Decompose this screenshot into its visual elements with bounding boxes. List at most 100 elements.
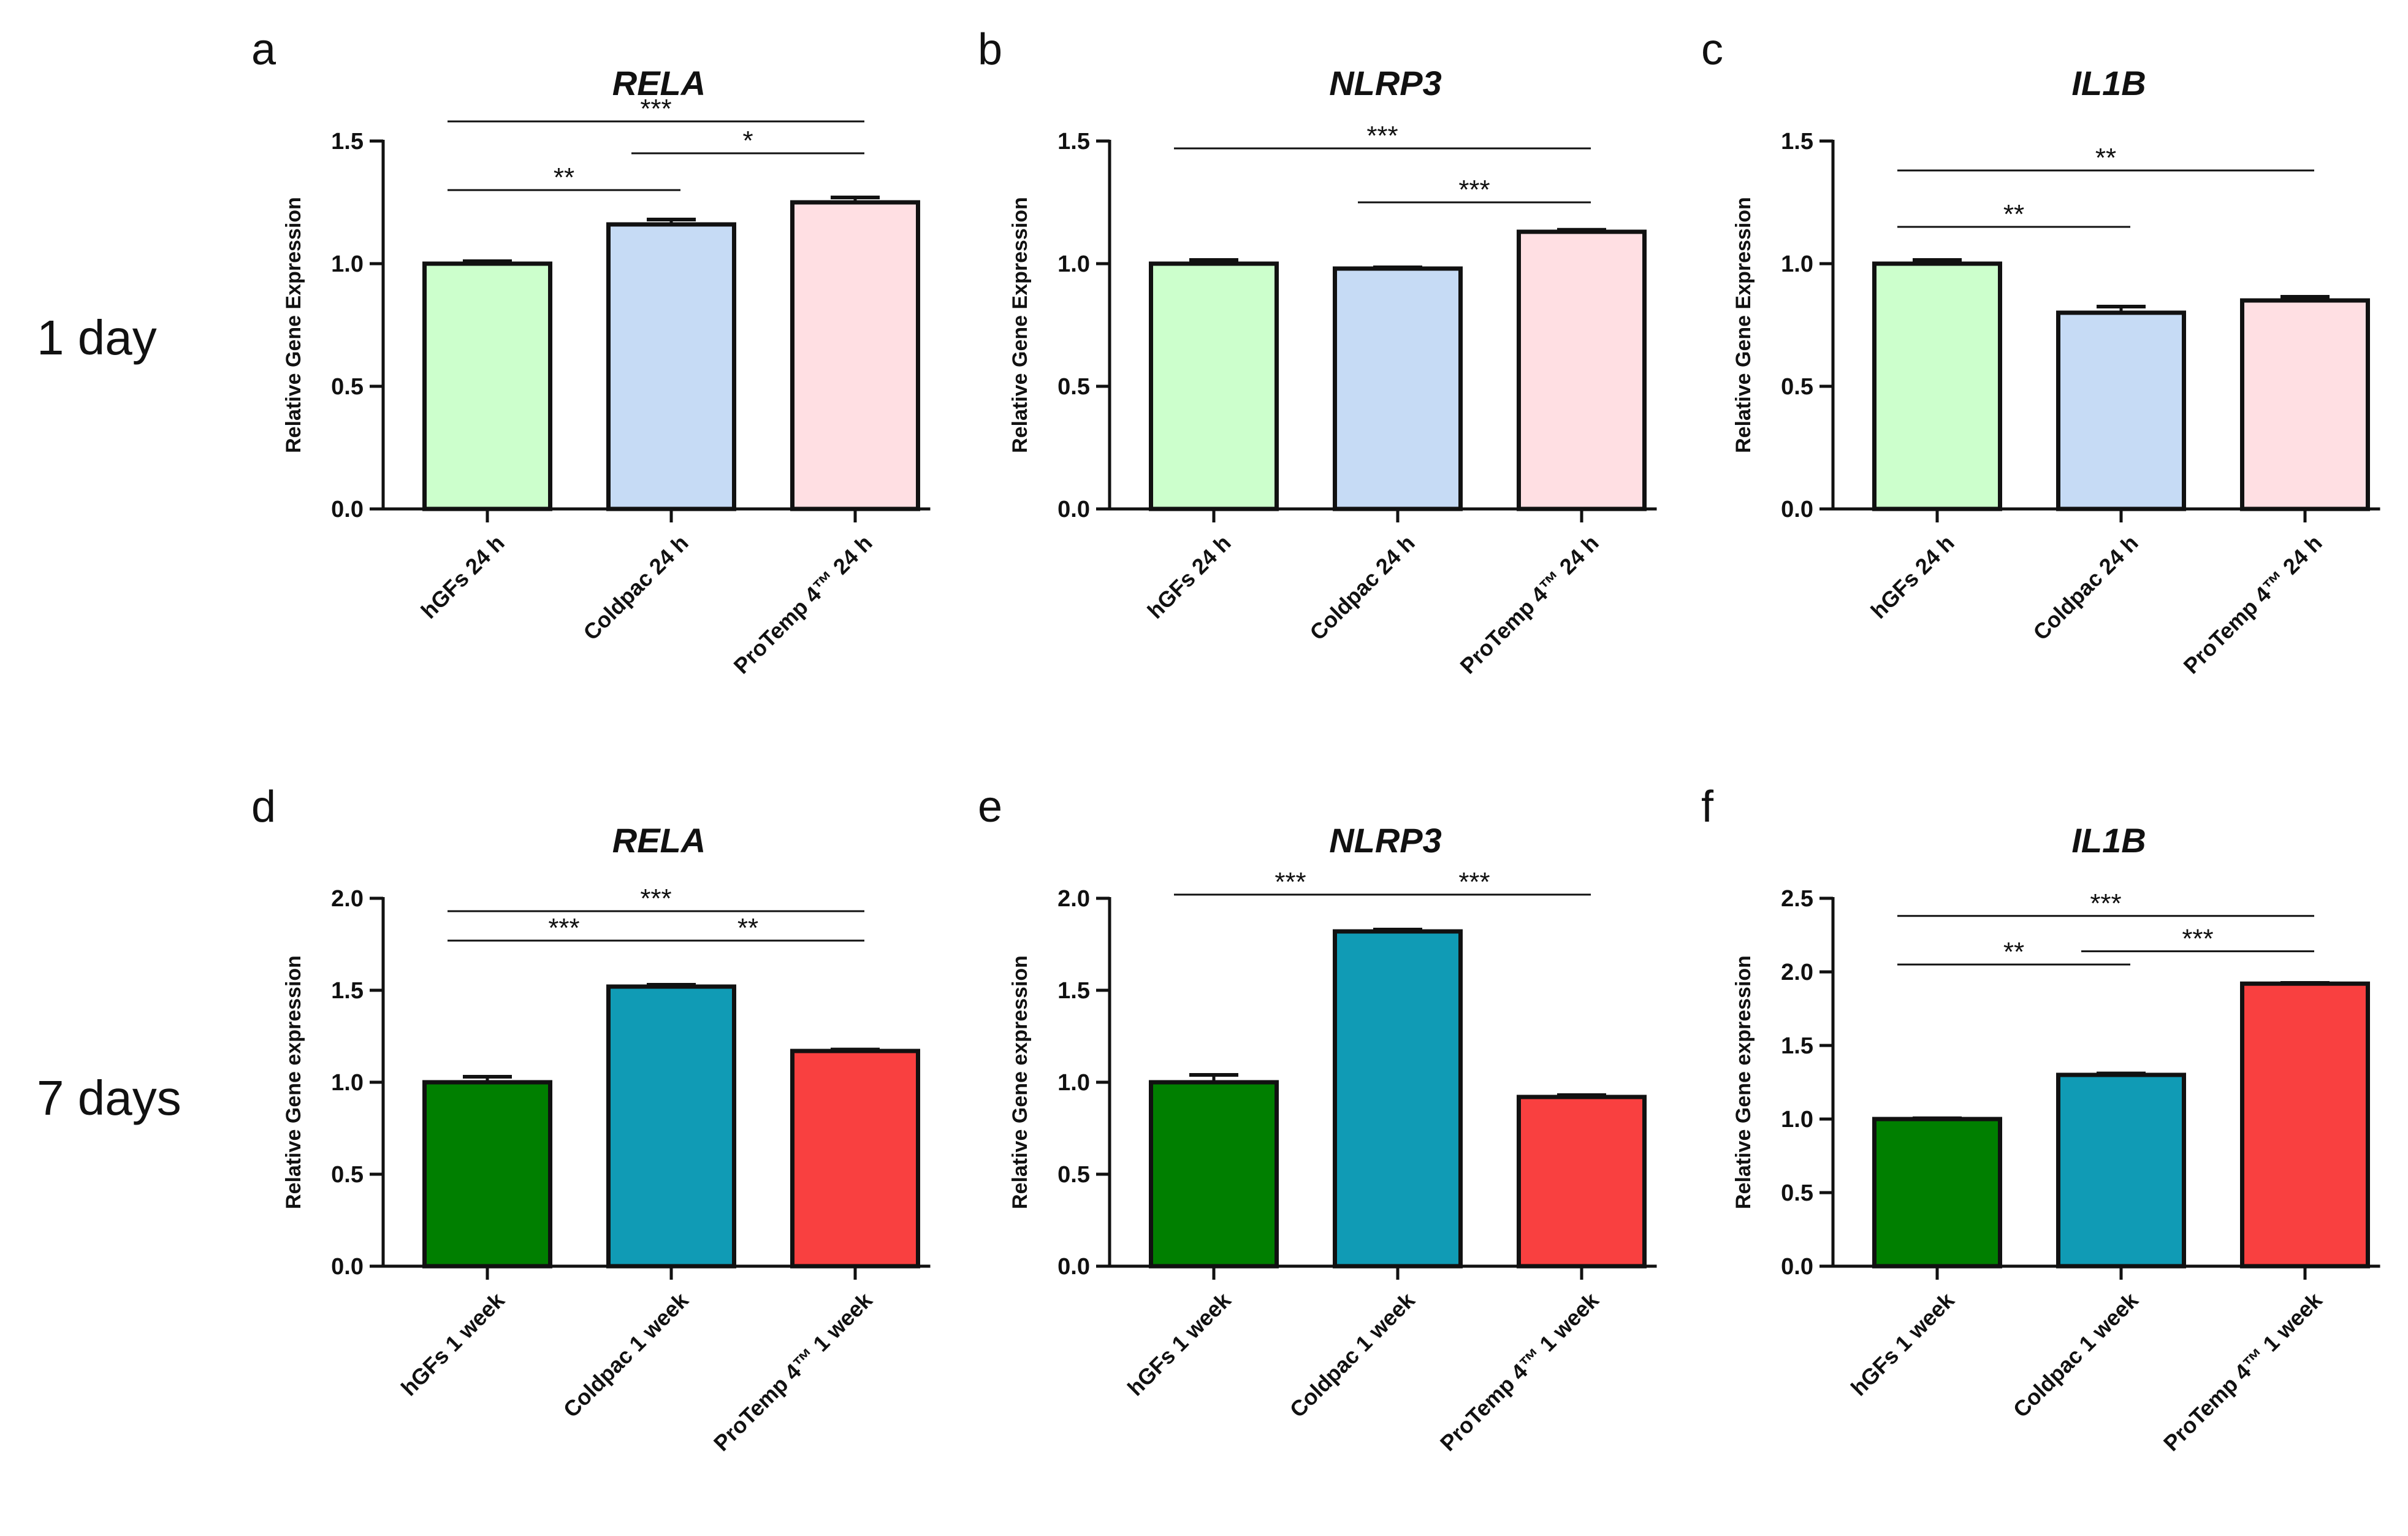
y-tick-label: 0.0 [1057,497,1090,522]
panel-letter: e [978,782,1003,831]
bar [790,1049,920,1269]
x-tick-label: Coldpac 1 week [1285,1287,1420,1423]
bar [1149,261,1279,511]
x-tick-label: ProTemp 4™ 24 h [1455,530,1604,679]
bar-chart-a: RELA Relative Gene Expression 0.0 0.5 1.0 1.5… [282,64,931,679]
panel-letter: c [1701,25,1723,74]
y-tick-label: 1.5 [1057,129,1090,155]
x-tick-label: hGFs 24 h [1143,530,1236,624]
y-tick-label: 2.5 [1781,886,1813,912]
bar [790,200,920,511]
bar [1872,261,2002,511]
y-tick-label: 2.0 [1781,960,1813,985]
bar-chart-f: IL1B Relative Gene expression 0.0 0.5 1.0 1.5… [1732,821,2380,1456]
y-tick-label: 1.5 [331,978,364,1004]
y-axis-label: Relative Gene expression [1732,955,1755,1209]
y-tick-label: 0.0 [331,497,364,522]
panel-a: a RELA Relative Gene Expression 0.0 0.5 1.0 1… [251,25,987,779]
x-tick-label: ProTemp 4™ 1 week [1435,1287,1604,1456]
panel-letter: d [251,782,276,831]
y-tick-label: 0.0 [1781,1254,1813,1280]
x-tick-label: Coldpac 24 h [578,530,693,645]
y-tick-label: 1.0 [1057,251,1090,277]
y-tick-label: 1.0 [331,251,364,277]
bar [606,222,736,511]
row-label-1-day: 1 day [37,310,157,365]
y-tick-label: 1.5 [1057,978,1090,1004]
panel-e: e NLRP3 Relative Gene expression 0.0 0.5 1.0… [978,782,1713,1536]
x-tick-label: Coldpac 1 week [2008,1287,2144,1423]
significance-label: *** [1366,121,1398,151]
y-tick-label: 2.0 [331,886,364,912]
chart-title: NLRP3 [1329,821,1442,860]
significance-label: *** [548,913,579,943]
panel-d: d RELA Relative Gene expression 0.0 0.5 1.0 1… [251,782,987,1536]
x-tick-label: hGFs 24 h [416,530,509,624]
y-axis-label: Relative Gene Expression [1008,197,1032,453]
significance-label: ** [2095,143,2116,173]
y-tick-label: 0.5 [331,374,364,400]
panel-c: c IL1B Relative Gene Expression 0.0 0.5 1.0 1… [1701,25,2408,779]
bar [1872,1117,2002,1269]
significance-label: ** [737,913,758,943]
y-axis-label: Relative Gene Expression [282,197,305,453]
chart-title: IL1B [2071,821,2146,860]
y-axis-label: Relative Gene expression [1008,955,1032,1209]
row-label-7-days: 7 days [37,1071,181,1125]
x-tick-label: ProTemp 4™ 24 h [729,530,877,679]
significance-label: * [742,126,753,156]
significance-label: *** [2090,888,2121,919]
y-tick-label: 0.0 [331,1254,364,1280]
y-tick-label: 0.0 [1781,497,1813,522]
panel-b: b NLRP3 Relative Gene Expression 0.0 0.5 1.0… [978,25,1713,779]
y-tick-label: 0.5 [1057,374,1090,400]
y-tick-label: 1.5 [331,129,364,155]
panel-f: f IL1B Relative Gene expression 0.0 0.5 1.0 1… [1701,782,2408,1536]
x-tick-label: hGFs 1 week [1122,1287,1236,1400]
bar [1517,1095,1647,1269]
bar-chart-e: NLRP3 Relative Gene expression 0.0 0.5 1.0 1.… [1008,821,1657,1456]
bar [422,1080,552,1269]
y-tick-label: 1.0 [1057,1070,1090,1096]
y-tick-label: 1.5 [1781,1033,1813,1059]
chart-title: RELA [612,821,706,860]
y-tick-label: 0.5 [1057,1162,1090,1188]
bar [1333,929,1463,1269]
x-tick-label: hGFs 24 h [1866,530,1959,624]
y-tick-label: 1.0 [1781,1107,1813,1133]
bar [2056,310,2186,511]
bar [2056,1072,2186,1269]
x-tick-label: ProTemp 4™ 1 week [2158,1287,2327,1456]
significance-label: *** [1274,867,1306,897]
significance-label: *** [1458,867,1490,897]
significance-label: ** [2003,199,2024,229]
panel-letter: b [978,25,1003,74]
panel-letter: f [1701,782,1714,831]
y-tick-label: 1.5 [1781,129,1813,155]
x-tick-label: Coldpac 24 h [1305,530,1419,645]
significance-label: *** [640,94,671,124]
y-tick-label: 0.5 [1781,374,1813,400]
x-tick-label: ProTemp 4™ 1 week [709,1287,877,1456]
significance-label: ** [554,162,574,193]
bar [1149,1080,1279,1269]
significance-label: *** [640,884,671,914]
bar-chart-b: NLRP3 Relative Gene Expression 0.0 0.5 1.0 1.… [1008,64,1657,679]
chart-title: IL1B [2071,64,2146,102]
x-tick-label: hGFs 1 week [1846,1287,1959,1400]
significance-label: ** [2003,937,2024,967]
y-tick-label: 1.0 [1781,251,1813,277]
y-tick-label: 0.5 [331,1162,364,1188]
bar [422,261,552,511]
bar [606,984,736,1269]
y-axis-label: Relative Gene expression [282,955,305,1209]
y-tick-label: 1.0 [331,1070,364,1096]
bar [2240,298,2370,511]
x-tick-label: Coldpac 24 h [2028,530,2143,645]
bar [1517,229,1647,511]
x-tick-label: ProTemp 4™ 24 h [2179,530,2327,679]
chart-title: NLRP3 [1329,64,1442,102]
y-tick-label: 2.0 [1057,886,1090,912]
significance-label: *** [2182,923,2213,953]
bar [1333,266,1463,511]
